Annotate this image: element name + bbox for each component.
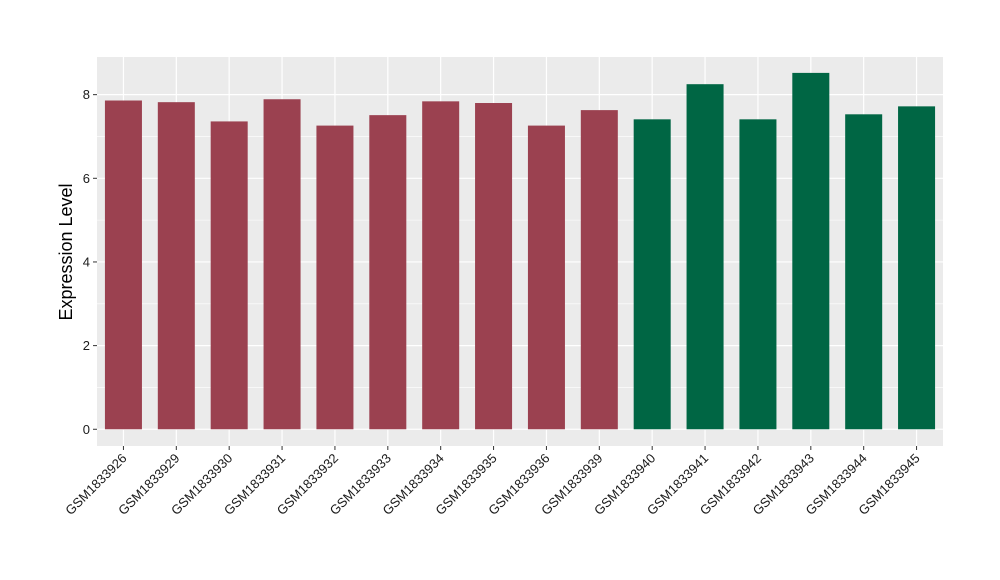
bar-GSM1833936 <box>527 125 565 430</box>
bar-GSM1833926 <box>104 100 142 430</box>
bar-GSM1833931 <box>263 99 301 430</box>
y-tick-label: 6 <box>83 171 90 186</box>
bar-GSM1833932 <box>316 125 354 430</box>
bar-GSM1833942 <box>739 119 777 430</box>
bar-GSM1833944 <box>845 114 883 430</box>
y-tick-label: 2 <box>83 338 90 353</box>
bar-GSM1833933 <box>369 115 407 430</box>
bars <box>104 72 936 430</box>
bar-GSM1833945 <box>898 106 936 430</box>
bar-GSM1833939 <box>580 110 618 430</box>
y-axis-title: Expression Level <box>56 183 76 320</box>
x-axis: GSM1833926GSM1833929GSM1833930GSM1833931… <box>62 446 923 518</box>
bar-GSM1833941 <box>686 84 724 430</box>
bar-GSM1833943 <box>792 72 830 430</box>
bar-GSM1833934 <box>422 101 460 430</box>
bar-GSM1833929 <box>157 102 195 430</box>
y-tick-label: 0 <box>83 422 90 437</box>
y-tick-label: 8 <box>83 87 90 102</box>
y-axis: 0 2 4 6 8 <box>83 87 97 437</box>
bar-GSM1833935 <box>475 103 513 430</box>
bar-GSM1833930 <box>210 121 248 430</box>
y-tick-label: 4 <box>83 254 90 269</box>
bar-GSM1833940 <box>633 119 671 430</box>
